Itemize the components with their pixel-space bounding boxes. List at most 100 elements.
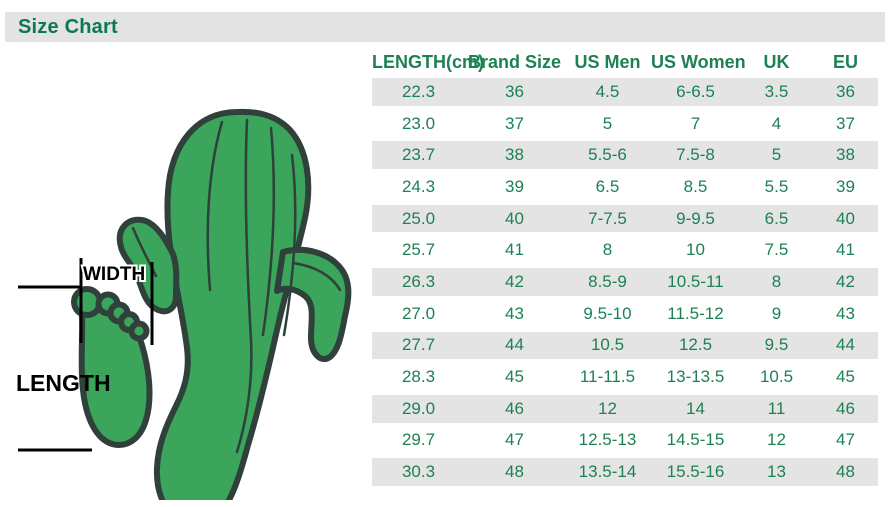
size-cell: 46 — [836, 398, 855, 418]
contour-lines — [131, 118, 342, 454]
size-cell: 9.5 — [764, 335, 789, 355]
size-cell: 14.5-15 — [666, 430, 725, 450]
size-cell: 28.3 — [401, 367, 436, 387]
col-header-length-cm: LENGTH(cm) — [372, 51, 484, 72]
size-cell: 39 — [505, 176, 524, 196]
size-cell: 13.5-14 — [578, 462, 637, 482]
size-cell: 45 — [836, 367, 855, 387]
size-cell: 29.7 — [401, 430, 436, 450]
size-cell: 6-6.5 — [676, 81, 715, 101]
size-cell: 27.7 — [401, 335, 436, 355]
size-cell: 43 — [505, 303, 524, 323]
measurement-lines — [18, 258, 154, 452]
col-header-eu: EU — [832, 51, 858, 72]
size-cell: 38 — [836, 145, 855, 165]
size-cell: 37 — [836, 113, 855, 133]
size-cell: 11 — [767, 398, 786, 418]
size-cell: 47 — [836, 430, 855, 450]
size-cell: 40 — [505, 208, 524, 228]
size-cell: 38 — [505, 145, 524, 165]
size-cell: 26.3 — [401, 271, 436, 291]
size-cell: 3.5 — [764, 81, 789, 101]
size-cell: 37 — [505, 113, 524, 133]
size-cell: 44 — [505, 335, 524, 355]
table-row: 25.7 41 8 10 7.5 41 — [372, 236, 878, 264]
size-cell: 10.5 — [759, 367, 794, 387]
size-cell: 30.3 — [401, 462, 436, 482]
size-cell: 7.5-8 — [676, 145, 715, 165]
size-cell: 8 — [602, 240, 613, 260]
left-arm — [116, 216, 180, 315]
size-cell: 7.5 — [764, 240, 789, 260]
size-cell: 8 — [771, 271, 782, 291]
leg-body — [153, 108, 312, 507]
size-cell: 5 — [771, 145, 782, 165]
table-row: 28.3 45 11-11.5 13-13.5 10.5 45 — [372, 363, 878, 391]
size-cell: 23.0 — [401, 113, 436, 133]
size-cell: 8.5 — [683, 176, 708, 196]
table-row: 26.3 42 8.5-9 10.5-11 8 42 — [372, 268, 878, 296]
size-cell: 44 — [836, 335, 855, 355]
size-cell: 7-7.5 — [588, 208, 627, 228]
size-cell: 42 — [836, 271, 855, 291]
size-cell: 13-13.5 — [666, 367, 725, 387]
size-cell: 9.5-10 — [583, 303, 632, 323]
table-row: 30.3 48 13.5-14 15.5-16 13 48 — [372, 458, 878, 486]
size-cell: 36 — [836, 81, 855, 101]
table-row: 25.0 40 7-7.5 9-9.5 6.5 40 — [372, 204, 878, 233]
size-cell: 36 — [505, 81, 524, 101]
size-cell: 41 — [836, 240, 855, 260]
table-row: 29.7 47 12.5-13 14.5-15 12 47 — [372, 427, 878, 455]
col-header-us-women: US Women — [651, 51, 746, 72]
toe — [128, 320, 150, 342]
size-cell: 14 — [686, 398, 705, 418]
size-cell: 11-11.5 — [579, 367, 636, 387]
table-header-row: LENGTH(cm) Brand Size US Men US Women UK… — [372, 50, 878, 74]
width-label: WIDTH — [83, 264, 145, 285]
size-cell: 12 — [767, 430, 786, 450]
size-cell: 12.5 — [678, 335, 713, 355]
size-cell: 15.5-16 — [666, 462, 725, 482]
size-cell: 10.5 — [590, 335, 625, 355]
size-cell: 6.5 — [764, 208, 789, 228]
size-cell: 4 — [771, 113, 782, 133]
col-header-brand-size: Brand Size — [467, 51, 562, 72]
leg-shape — [71, 108, 352, 507]
size-cell: 25.7 — [401, 240, 436, 260]
size-cell: 23.7 — [401, 145, 436, 165]
table-row: 29.0 46 12 14 11 46 — [372, 394, 878, 423]
col-header-uk: UK — [763, 51, 790, 72]
title-bar: Size Chart — [5, 12, 885, 42]
table-row: 22.3 36 4.5 6-6.5 3.5 36 — [372, 78, 878, 106]
size-cell: 9-9.5 — [676, 208, 715, 228]
table-row: 24.3 39 6.5 8.5 5.5 39 — [372, 173, 878, 201]
foot-illustration: WIDTH LENGTH — [16, 108, 352, 507]
size-cell: 9 — [771, 303, 782, 323]
size-cell: 29.0 — [401, 398, 436, 418]
table-row: 23.7 38 5.5-6 7.5-8 5 38 — [372, 141, 878, 170]
size-chart-table: LENGTH(cm) Brand Size US Men US Women UK… — [372, 46, 878, 490]
size-table-body: 22.3 36 4.5 6-6.5 3.5 36 23.0 37 5 7 4 37 23.7 38 5.5-… — [372, 78, 878, 486]
size-cell: 39 — [836, 176, 855, 196]
size-cell: 27.0 — [401, 303, 436, 323]
size-cell: 10.5-11 — [667, 271, 724, 291]
foot-measurement-diagram: WIDTH LENGTH — [0, 100, 360, 507]
size-cell: 40 — [836, 208, 855, 228]
size-cell: 6.5 — [595, 176, 620, 196]
size-cell: 10 — [686, 240, 705, 260]
table-row: 27.0 43 9.5-10 11.5-12 9 43 — [372, 300, 878, 328]
size-cell: 22.3 — [401, 81, 436, 101]
size-cell: 5 — [602, 113, 613, 133]
size-cell: 47 — [505, 430, 524, 450]
page-title: Size Chart — [18, 15, 118, 38]
size-cell: 5.5-6 — [588, 145, 627, 165]
size-cell: 43 — [836, 303, 855, 323]
size-cell: 25.0 — [401, 208, 436, 228]
size-cell: 45 — [505, 367, 524, 387]
size-cell: 46 — [505, 398, 524, 418]
length-label: LENGTH — [16, 370, 111, 396]
size-cell: 48 — [505, 462, 524, 482]
size-cell: 12 — [598, 398, 617, 418]
size-cell: 24.3 — [401, 176, 436, 196]
size-cell: 42 — [505, 271, 524, 291]
